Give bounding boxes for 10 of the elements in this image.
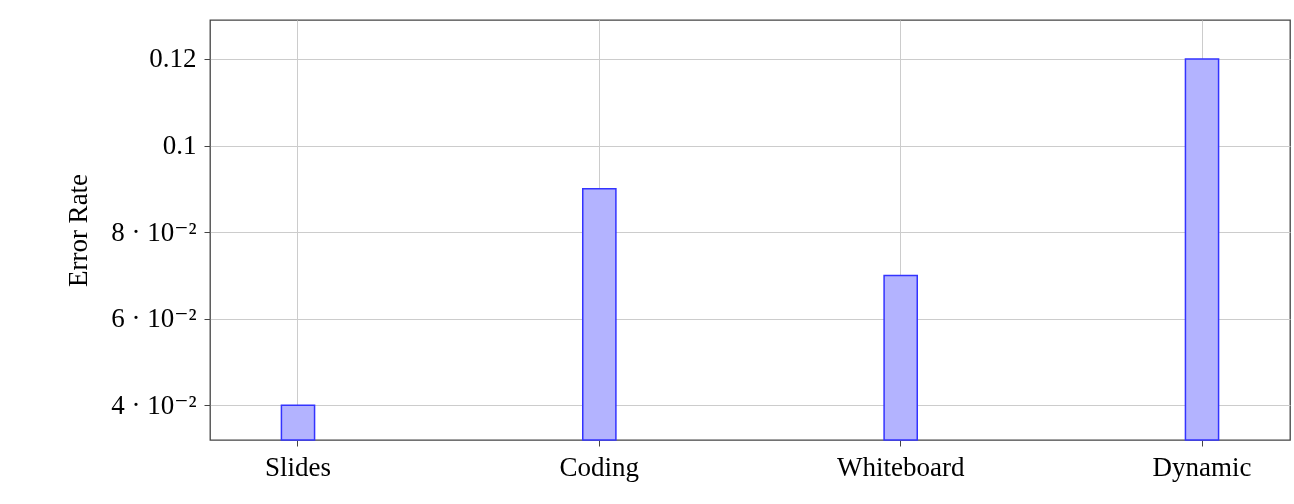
y-tick-label: 4 · 10⁻² [111, 389, 197, 420]
x-tick-label: Dynamic [1152, 451, 1252, 482]
y-tick-label: 0.12 [149, 43, 197, 74]
y-tick-label: 8 · 10⁻² [111, 216, 197, 247]
x-tick-label: Coding [559, 451, 640, 482]
y-tick-label: 6 · 10⁻² [111, 303, 197, 334]
x-tick-label: Whiteboard [836, 451, 965, 482]
y-axis-title: Error Rate [63, 173, 94, 288]
x-tick-label: Slides [264, 451, 331, 482]
y-tick-label: 0.1 [162, 130, 197, 161]
